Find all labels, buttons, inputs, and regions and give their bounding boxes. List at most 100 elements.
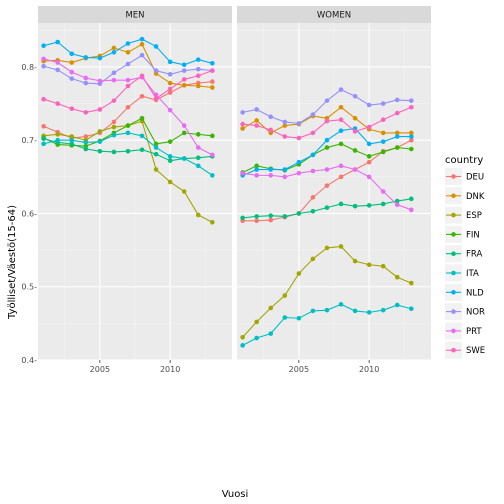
data-point-fra-men (153, 151, 159, 157)
data-point-esp-women (240, 334, 245, 340)
data-point-ita-women (324, 307, 330, 313)
data-point-fra-women (324, 205, 330, 210)
data-point-dnk-men (69, 60, 75, 65)
data-point-swe-women (310, 130, 316, 136)
data-point-swe-women (352, 129, 358, 134)
data-point-deu-men (125, 104, 131, 110)
data-point-swe-women (324, 118, 330, 124)
data-point-prt-women (296, 170, 302, 176)
legend-label-nld: NLD (466, 288, 484, 298)
data-point-dnk-women (240, 126, 245, 131)
legend-label-prt: PRT (466, 327, 482, 337)
data-point-fra-women (366, 203, 372, 208)
legend-key-point-swe (451, 347, 456, 353)
legend-key-point-esp (451, 212, 456, 218)
data-point-nld-women (254, 167, 259, 172)
data-point-esp-men (210, 219, 215, 225)
data-point-swe-women (240, 121, 245, 127)
data-point-fin-women (254, 163, 259, 169)
data-point-prt-men (167, 107, 173, 113)
data-point-prt-men (181, 123, 187, 128)
legend-label-nor: NOR (466, 308, 485, 318)
data-point-nld-men (69, 51, 75, 57)
legend-key-point-deu (451, 174, 456, 179)
data-point-swe-men (167, 86, 173, 92)
data-point-swe-men (83, 110, 89, 115)
data-point-prt-men (69, 69, 75, 75)
x-tick-label: 2010 (359, 365, 379, 374)
panel-men: MEN (38, 6, 232, 361)
data-point-nor-women (352, 93, 358, 99)
data-point-swe-men (139, 73, 145, 79)
data-point-fin-men (195, 132, 201, 137)
data-point-nld-women (324, 137, 330, 143)
data-point-prt-men (97, 78, 103, 84)
legend-label-fin: FIN (466, 230, 480, 240)
data-point-ita-women (282, 315, 288, 320)
data-point-nld-women (338, 128, 344, 133)
data-point-nld-men (111, 50, 117, 55)
data-point-nld-men (195, 57, 201, 62)
data-point-esp-men (167, 179, 173, 185)
data-point-nld-women (282, 167, 288, 172)
data-point-nor-women (409, 98, 414, 103)
data-point-swe-women (296, 135, 302, 141)
data-point-fra-men (97, 148, 103, 154)
data-point-prt-women (366, 174, 372, 180)
data-point-prt-women (352, 167, 358, 172)
data-point-dnk-women (282, 123, 288, 128)
data-point-dnk-men (125, 50, 131, 55)
y-tick-label: 0.4- (21, 356, 37, 365)
y-tick-label: 0.6- (21, 209, 37, 218)
data-point-esp-women (352, 258, 358, 264)
data-point-fra-women (240, 215, 245, 221)
data-point-ita-men (153, 145, 159, 150)
data-point-ita-men (69, 137, 75, 143)
data-point-nld-men (41, 43, 46, 49)
data-point-fin-men (210, 133, 215, 139)
data-point-esp-women (394, 274, 400, 280)
legend-key-point-ita (451, 270, 456, 276)
data-point-esp-men (69, 134, 75, 139)
data-point-deu-men (41, 124, 46, 129)
data-point-fin-men (153, 141, 159, 147)
data-point-swe-women (394, 110, 400, 116)
data-point-nor-women (324, 98, 330, 103)
data-point-swe-women (268, 127, 274, 133)
data-point-ita-men (195, 163, 201, 169)
data-point-prt-women (268, 173, 274, 178)
data-point-deu-women (366, 159, 372, 165)
data-point-swe-men (195, 73, 201, 79)
data-point-swe-women (409, 104, 414, 110)
data-point-fra-women (254, 214, 259, 219)
data-point-dnk-men (195, 83, 201, 89)
x-tick-label: 2005 (90, 365, 110, 374)
legend-key-point-prt (451, 328, 456, 334)
legend-title: country (445, 155, 483, 166)
strip-men-label: MEN (125, 11, 144, 21)
data-point-ita-women (394, 302, 400, 308)
data-point-ita-women (366, 310, 372, 315)
data-point-nor-men (195, 66, 201, 72)
data-point-fra-women (268, 213, 274, 218)
data-point-deu-men (210, 79, 215, 84)
data-point-esp-women (296, 271, 302, 276)
data-point-fra-women (310, 208, 316, 214)
data-point-fra-women (282, 214, 288, 219)
data-point-fra-men (83, 146, 89, 152)
data-point-esp-men (181, 189, 187, 194)
data-point-fra-men (167, 158, 173, 164)
data-point-prt-women (338, 163, 344, 169)
x-axis-men: 2005 2010 (90, 360, 180, 374)
data-point-fin-men (167, 139, 173, 144)
data-point-nor-men (139, 52, 145, 58)
data-point-prt-men (55, 60, 60, 65)
data-point-fin-women (380, 149, 386, 155)
data-point-nld-men (97, 55, 103, 61)
legend-label-ita: ITA (466, 269, 479, 279)
data-point-nld-men (210, 60, 215, 66)
data-point-esp-women (310, 256, 316, 262)
data-point-ita-women (409, 306, 414, 312)
data-point-nor-women (240, 110, 245, 115)
data-point-nor-women (268, 114, 274, 120)
